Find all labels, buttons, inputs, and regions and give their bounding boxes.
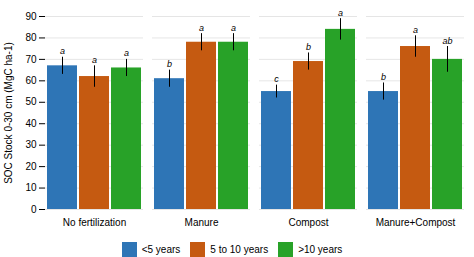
svg-text:ab: ab bbox=[442, 36, 452, 46]
svg-text:b: b bbox=[167, 59, 172, 69]
svg-text:a: a bbox=[338, 8, 343, 18]
svg-text:b: b bbox=[306, 42, 311, 52]
svg-text:SOC Stock 0-30 cm (MgC ha-1): SOC Stock 0-30 cm (MgC ha-1) bbox=[3, 42, 14, 184]
svg-text:a: a bbox=[199, 23, 204, 33]
svg-text:0: 0 bbox=[31, 204, 37, 215]
svg-text:a: a bbox=[413, 25, 418, 35]
html-text:5 to 10 years: 5 to 10 years bbox=[210, 244, 269, 255]
svg-text:50: 50 bbox=[25, 96, 37, 107]
html-text:<5 years: <5 years bbox=[141, 244, 181, 255]
svg-text:b: b bbox=[381, 72, 386, 82]
svg-text:a: a bbox=[124, 48, 129, 58]
svg-text:Compost: Compost bbox=[288, 217, 328, 228]
svg-text:a: a bbox=[92, 55, 97, 65]
svg-text:90: 90 bbox=[25, 11, 37, 22]
svg-text:a: a bbox=[60, 46, 65, 56]
svg-text:60: 60 bbox=[25, 75, 37, 86]
svg-text:30: 30 bbox=[25, 139, 37, 150]
svg-text:20: 20 bbox=[25, 161, 37, 172]
svg-text:40: 40 bbox=[25, 118, 37, 129]
svg-text:No fertilization: No fertilization bbox=[63, 217, 126, 228]
svg-text:10: 10 bbox=[25, 182, 37, 193]
svg-text:Manure: Manure bbox=[185, 217, 219, 228]
svg-text:c: c bbox=[274, 74, 279, 84]
svg-text:a: a bbox=[231, 23, 236, 33]
svg-text:70: 70 bbox=[25, 54, 37, 65]
svg-text:Manure+Compost: Manure+Compost bbox=[376, 217, 456, 228]
svg-text:80: 80 bbox=[25, 32, 37, 43]
html-text:>10 years: >10 years bbox=[298, 244, 343, 255]
